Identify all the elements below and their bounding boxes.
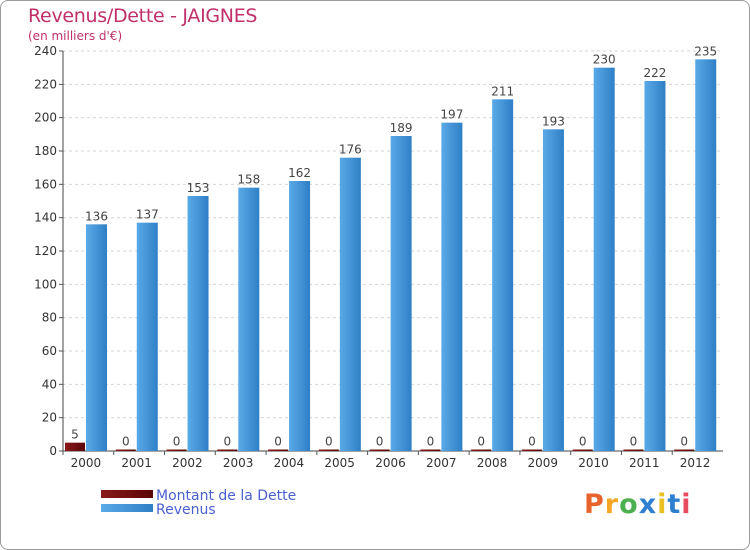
- revenue-bar: [136, 222, 158, 451]
- legend-label: Montant de la Dette: [156, 488, 296, 504]
- revenue-value-label: 162: [288, 166, 311, 180]
- debt-value-label: 0: [477, 435, 485, 449]
- revenue-value-label: 136: [85, 209, 108, 223]
- revenue-value-label: 230: [593, 53, 616, 67]
- revenue-bar: [187, 196, 209, 451]
- revenue-bar: [339, 157, 361, 451]
- revenue-value-label: 189: [390, 121, 413, 135]
- y-tick-label: 120: [34, 244, 57, 258]
- legend-swatch: [101, 490, 153, 498]
- revenue-bar: [441, 122, 463, 452]
- x-tick-label: 2005: [324, 456, 355, 470]
- y-tick-label: 80: [42, 311, 57, 325]
- debt-value-label: 0: [528, 435, 536, 449]
- debt-bar: [166, 449, 187, 451]
- y-tick-label: 60: [42, 344, 57, 358]
- legend-swatch: [101, 504, 153, 512]
- x-tick-label: 2003: [223, 456, 254, 470]
- debt-bar: [674, 449, 695, 451]
- debt-bar: [521, 449, 542, 451]
- x-tick-label: 2010: [578, 456, 609, 470]
- revenue-value-label: 235: [694, 44, 717, 58]
- debt-bar: [420, 449, 441, 451]
- x-tick-label: 2011: [629, 456, 660, 470]
- revenue-bar: [593, 67, 615, 452]
- debt-bar: [268, 449, 289, 451]
- x-tick-label: 2004: [274, 456, 305, 470]
- debt-value-label: 0: [630, 435, 638, 449]
- debt-value-label: 0: [579, 435, 587, 449]
- logo-letter: x: [638, 489, 658, 520]
- debt-value-label: 0: [122, 435, 130, 449]
- debt-value-label: 0: [325, 435, 333, 449]
- logo-letter: t: [667, 489, 682, 520]
- legend-label: Revenus: [156, 502, 216, 518]
- logo-letter: r: [604, 489, 620, 520]
- debt-bar: [318, 449, 339, 451]
- revenue-bar: [86, 224, 107, 451]
- debt-value-label: 0: [427, 435, 435, 449]
- bars: [65, 59, 717, 452]
- chart-subtitle: (en milliers d'€): [28, 29, 123, 43]
- x-tick-label: 2009: [527, 456, 558, 470]
- y-tick-label: 100: [34, 277, 57, 291]
- y-tick-label: 40: [42, 377, 57, 391]
- revenue-bar: [390, 136, 412, 451]
- revenue-value-label: 158: [237, 173, 260, 187]
- logo-letter: i: [681, 489, 692, 520]
- x-tick-label: 2002: [172, 456, 203, 470]
- debt-bar: [623, 449, 644, 451]
- y-tick-label: 220: [34, 77, 57, 91]
- data-labels: 5 136 0 137 0 153 0 158 0 162 0 176 0 189 0 197 0 211 0 193…: [71, 44, 717, 448]
- debt-value-label: 0: [173, 435, 181, 449]
- revenue-value-label: 153: [187, 181, 210, 195]
- logo-letter: o: [619, 489, 639, 520]
- revenue-bar: [289, 181, 311, 451]
- logo-letter: P: [584, 489, 605, 520]
- axes: 0 20 40 60 80 100 120 140 160 180 200 220 240 2000 200…: [34, 44, 723, 470]
- x-tick-label: 2012: [680, 456, 711, 470]
- revenue-bar: [695, 59, 717, 451]
- y-tick-label: 240: [34, 44, 57, 58]
- debt-value-label: 0: [680, 435, 688, 449]
- debt-bar: [65, 442, 85, 451]
- x-tick-label: 2006: [375, 456, 406, 470]
- y-tick-label: 180: [34, 144, 57, 158]
- debt-value-label: 0: [376, 435, 384, 449]
- debt-bar: [471, 449, 492, 451]
- y-tick-label: 160: [34, 177, 57, 191]
- revenue-bar: [644, 81, 666, 451]
- y-tick-label: 140: [34, 211, 57, 225]
- revenue-bar: [492, 99, 514, 451]
- debt-bar: [115, 449, 136, 451]
- x-tick-label: 2000: [71, 456, 102, 470]
- x-tick-label: 2001: [121, 456, 152, 470]
- x-tick-label: 2007: [426, 456, 457, 470]
- proxiti-logo: Proxiti: [584, 489, 692, 520]
- revenue-value-label: 137: [136, 208, 159, 222]
- y-tick-label: 0: [49, 444, 57, 458]
- y-tick-label: 20: [42, 411, 57, 425]
- debt-value-label: 0: [274, 435, 282, 449]
- x-tick-label: 2008: [477, 456, 508, 470]
- revenue-value-label: 197: [440, 108, 463, 122]
- chart-title: Revenus/Dette - JAIGNES: [28, 5, 258, 27]
- revenue-bar: [238, 187, 260, 451]
- revenue-value-label: 222: [644, 66, 667, 80]
- debt-value-label: 5: [71, 428, 79, 442]
- y-tick-label: 200: [34, 111, 57, 125]
- debt-bar: [369, 449, 390, 451]
- debt-bar: [572, 449, 593, 451]
- debt-value-label: 0: [223, 435, 231, 449]
- revenue-value-label: 176: [339, 143, 362, 157]
- debt-bar: [217, 449, 238, 451]
- logo-letter: i: [657, 489, 668, 520]
- revenue-value-label: 211: [491, 84, 514, 98]
- revenue-value-label: 193: [542, 114, 565, 128]
- revenue-bar: [542, 129, 564, 452]
